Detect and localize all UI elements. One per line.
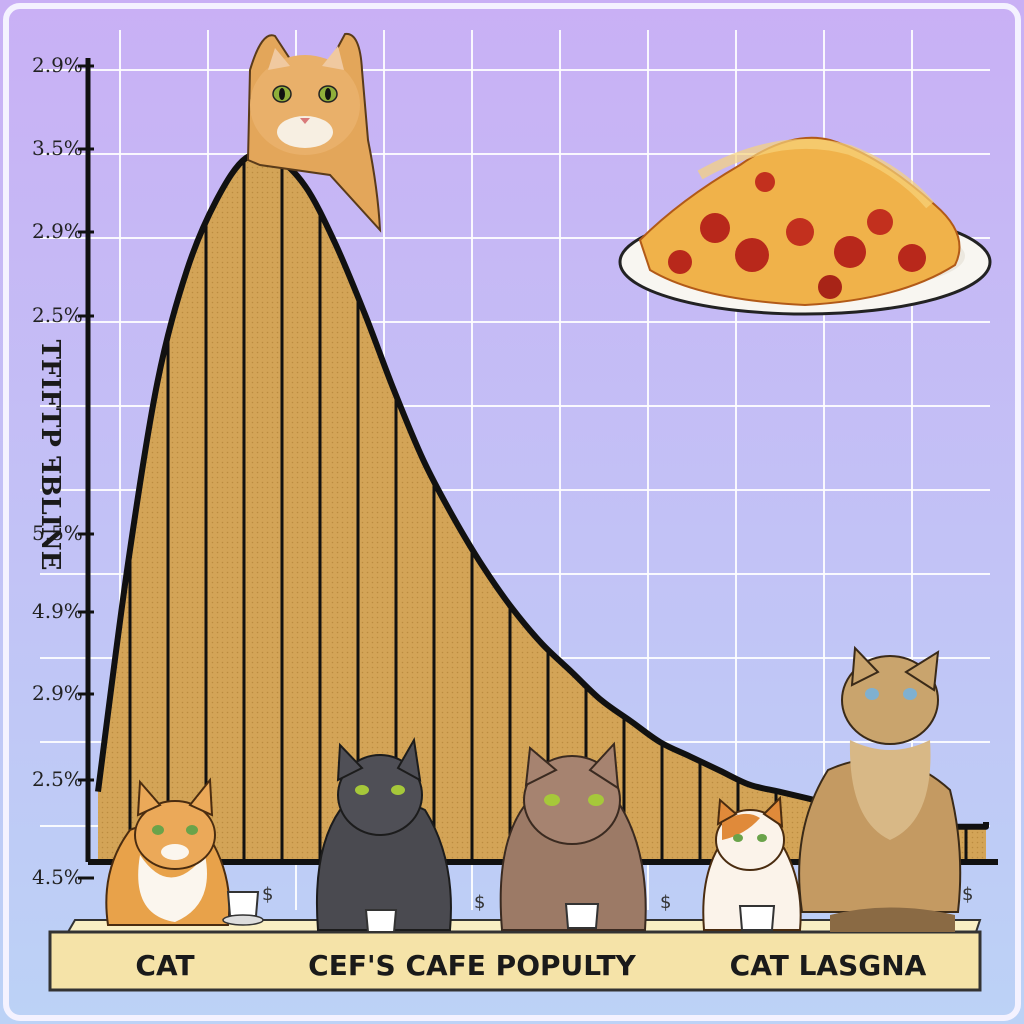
small-mark-2: $ bbox=[474, 892, 485, 913]
y-tick-label: 2.9% bbox=[32, 219, 83, 243]
cat-brown-picture bbox=[499, 741, 647, 931]
y-tick-label: 2.5% bbox=[32, 303, 83, 327]
y-tick-label: 2.9% bbox=[32, 53, 83, 77]
shelf-label-2: CEF'S CAFE POPULTY bbox=[308, 949, 636, 982]
small-mark-1: $ bbox=[262, 884, 273, 905]
y-tick-label: 2.5% bbox=[32, 767, 83, 791]
cat-orange-white-picture bbox=[105, 777, 231, 926]
lasagna-picture bbox=[618, 136, 992, 316]
frame bbox=[3, 3, 1021, 1021]
cat-tabby-picture bbox=[798, 645, 962, 932]
shelf-label-3: CAT LASGNA bbox=[730, 949, 927, 982]
small-mark-3: $ bbox=[660, 892, 671, 913]
y-axis-label: TFIFTP ꟻBLINE bbox=[35, 340, 65, 571]
y-tick-label: 4.5% bbox=[32, 865, 83, 889]
coffee-cup-icon bbox=[222, 891, 776, 933]
shelf-label-1: CAT bbox=[135, 949, 194, 982]
small-mark-4: $ bbox=[962, 884, 973, 905]
y-tick-label: 4.9% bbox=[32, 599, 83, 623]
cat-dark-gray-picture bbox=[315, 737, 452, 931]
y-tick-labels: 2.9% 3.5% 2.9% 2.5% 5.5% 4.9% 2.9% 2.5% 4.5% bbox=[32, 53, 94, 889]
cat-top-picture bbox=[246, 32, 382, 233]
y-tick-label: 2.9% bbox=[32, 681, 83, 705]
y-tick-label: 3.5% bbox=[32, 136, 83, 160]
y-tick-label: 5.5% bbox=[32, 521, 83, 545]
